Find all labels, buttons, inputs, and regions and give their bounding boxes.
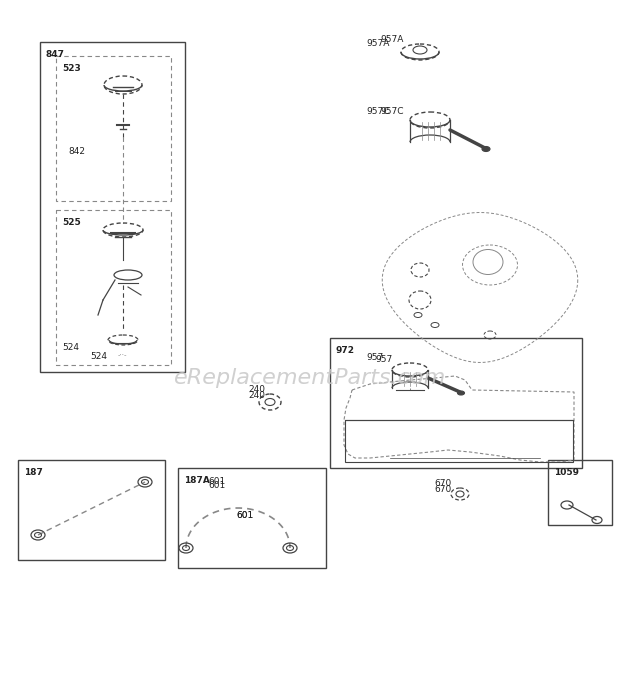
Text: 525: 525 [62, 218, 81, 227]
Text: 957: 957 [375, 356, 392, 365]
Ellipse shape [458, 391, 464, 395]
Text: 601: 601 [236, 511, 253, 520]
Text: 601: 601 [236, 511, 253, 520]
Text: 957: 957 [366, 353, 383, 362]
Text: 957A: 957A [366, 40, 389, 49]
Text: eReplacementParts.com: eReplacementParts.com [174, 368, 446, 387]
Text: 524: 524 [62, 344, 79, 353]
Text: 601: 601 [208, 482, 225, 491]
Text: 670: 670 [434, 480, 451, 489]
Text: 847: 847 [46, 50, 65, 59]
Text: 240: 240 [248, 392, 265, 401]
Text: 187A: 187A [184, 476, 210, 485]
Text: 972: 972 [336, 346, 355, 355]
Text: 240: 240 [248, 385, 265, 394]
Text: 523: 523 [62, 64, 81, 73]
Text: 1059: 1059 [554, 468, 579, 477]
Ellipse shape [482, 146, 490, 152]
Text: 187: 187 [24, 468, 43, 477]
Text: 601: 601 [208, 477, 225, 486]
Text: 524: 524 [90, 352, 107, 361]
Text: 842: 842 [68, 148, 85, 157]
Text: 957C: 957C [366, 107, 389, 116]
Text: 957A: 957A [380, 35, 404, 44]
Text: -··-: -··- [118, 352, 128, 358]
Text: 957C: 957C [380, 107, 404, 116]
Text: 670: 670 [434, 486, 451, 495]
